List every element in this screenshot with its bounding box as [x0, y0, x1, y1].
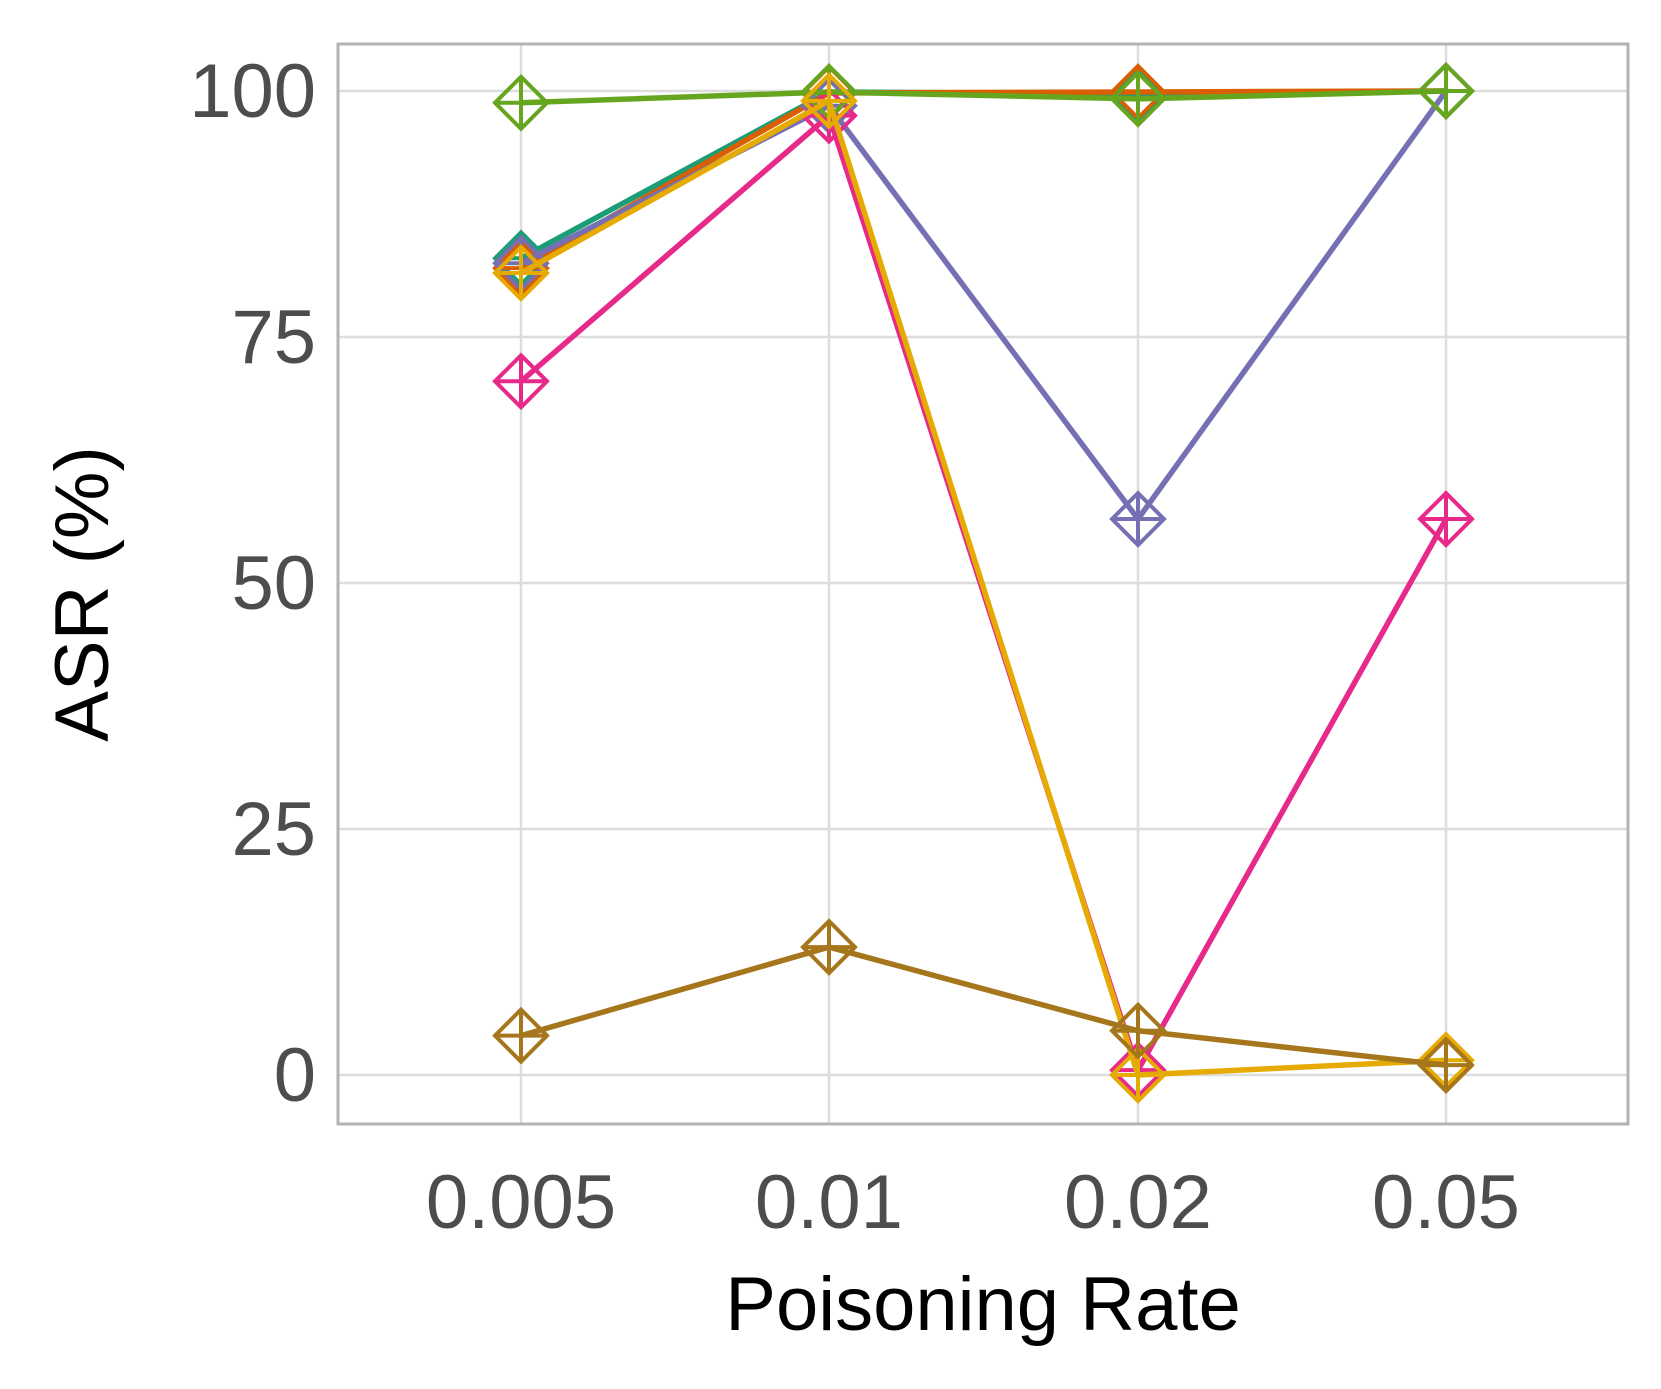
- x-axis-title: Poisoning Rate: [725, 1262, 1240, 1347]
- data-point-marker: [800, 918, 858, 976]
- data-point-marker: [800, 72, 858, 130]
- x-tick-label: 0.01: [755, 1160, 903, 1245]
- data-point-marker: [1417, 1036, 1475, 1094]
- series-3: [492, 62, 1475, 548]
- plus-marker: [1420, 65, 1472, 117]
- y-tick-label: 0: [274, 1033, 316, 1118]
- data-point-marker: [1109, 1001, 1167, 1060]
- data-point-marker: [1109, 70, 1167, 128]
- series-line: [518, 88, 1449, 106]
- plus-marker: [495, 247, 547, 300]
- data-point-marker: [492, 73, 550, 132]
- data-point-marker: [1417, 62, 1475, 120]
- plus-marker: [1420, 493, 1472, 546]
- series-line: [518, 88, 1449, 262]
- plus-marker: [495, 355, 547, 408]
- plus-marker: [1112, 72, 1164, 125]
- plus-marker: [495, 76, 547, 129]
- x-tick-label: 0.05: [1372, 1160, 1520, 1245]
- data-point-marker: [1109, 490, 1167, 548]
- series-line: [518, 88, 1449, 271]
- data-point-marker: [1417, 490, 1475, 548]
- series-6: [492, 72, 1475, 1104]
- y-tick-label: 100: [189, 49, 316, 134]
- series-5: [492, 62, 1475, 132]
- series-line: [518, 944, 1449, 1068]
- plot-panel-border: [336, 42, 1630, 1126]
- data-point-marker: [492, 1006, 550, 1065]
- y-axis-title: ASR (%): [40, 446, 125, 742]
- y-tick-label: 25: [231, 787, 316, 872]
- series-line: [518, 88, 1449, 522]
- series-7: [492, 918, 1475, 1094]
- y-tick-labels: 0 25 50 75 100: [189, 49, 316, 1118]
- plus-marker: [803, 921, 855, 974]
- x-tick-labels: 0.005 0.01 0.02 0.05: [426, 1160, 1520, 1245]
- plus-marker: [495, 1009, 547, 1062]
- data-point-marker: [492, 352, 550, 411]
- series-line: [518, 98, 1449, 1078]
- series-layer: [492, 62, 1475, 1104]
- y-tick-label: 75: [231, 295, 316, 380]
- plus-marker: [1112, 1004, 1164, 1057]
- data-point-marker: [492, 244, 550, 302]
- plus-marker: [1112, 493, 1164, 546]
- plus-marker: [803, 74, 855, 127]
- x-tick-label: 0.005: [426, 1160, 616, 1245]
- plus-marker: [1420, 1039, 1472, 1092]
- x-tick-label: 0.02: [1064, 1160, 1212, 1245]
- y-tick-label: 50: [231, 541, 316, 626]
